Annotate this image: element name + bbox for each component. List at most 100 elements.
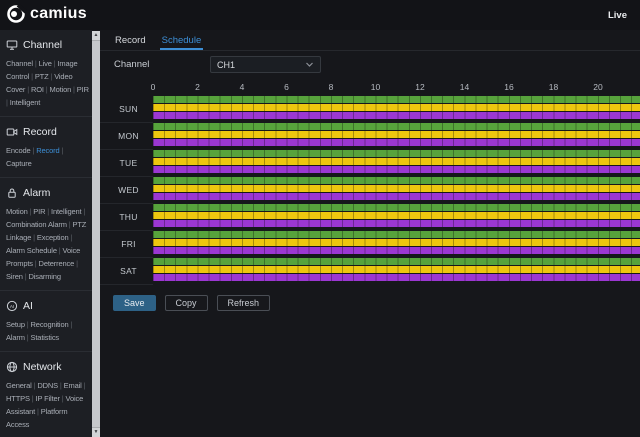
item-separator: | <box>6 98 10 107</box>
schedule-segment-green[interactable] <box>153 177 640 184</box>
schedule-bar-green[interactable] <box>153 123 640 130</box>
schedule-bar-green[interactable] <box>153 150 640 157</box>
sidebar-link-pir[interactable]: PIR <box>76 85 89 94</box>
sidebar-link-deterrence[interactable]: Deterrence <box>38 259 75 268</box>
sidebar-section-alarm: Alarm Motion | PIR | Intelligent | Combin… <box>0 178 92 291</box>
schedule-bar-purple[interactable] <box>153 220 640 227</box>
schedule-bar-green[interactable] <box>153 231 640 238</box>
network-icon <box>6 361 18 373</box>
schedule-segment-yellow[interactable] <box>153 266 640 273</box>
sidebar-link-disarming[interactable]: Disarming <box>28 272 61 281</box>
schedule-segment-green[interactable] <box>153 96 640 103</box>
sidebar-section-header: Alarm <box>6 187 90 199</box>
schedule-segment-green[interactable] <box>153 150 640 157</box>
schedule-segment-purple[interactable] <box>153 193 640 200</box>
scrollbar-thumb[interactable] <box>92 40 100 428</box>
sidebar-link-alarm-schedule[interactable]: Alarm Schedule <box>6 246 57 255</box>
copy-button[interactable]: Copy <box>164 295 208 311</box>
schedule-bar-purple[interactable] <box>153 274 640 281</box>
item-separator: | <box>74 259 78 268</box>
schedule-bar-yellow[interactable] <box>153 185 640 192</box>
sidebar-link-ptz-linkage[interactable]: PTZ Linkage <box>6 220 87 242</box>
hour-tick-label: 18 <box>548 82 559 92</box>
sidebar-link-setup[interactable]: Setup <box>6 320 25 329</box>
schedule-segment-purple[interactable] <box>153 112 640 119</box>
schedule-bar-purple[interactable] <box>153 166 640 173</box>
sidebar-link-record[interactable]: Record <box>36 146 60 155</box>
sidebar-section-header: Record <box>6 126 90 138</box>
schedule-segment-purple[interactable] <box>153 166 640 173</box>
sidebar-link-channel[interactable]: Channel <box>6 59 33 68</box>
schedule-bar-purple[interactable] <box>153 247 640 254</box>
day-bars <box>153 258 640 285</box>
sidebar-link-motion[interactable]: Motion <box>49 85 72 94</box>
schedule-segment-green[interactable] <box>153 231 640 238</box>
schedule-bar-purple[interactable] <box>153 112 640 119</box>
nav-live-link[interactable]: Live <box>607 10 627 21</box>
sidebar-link-encode[interactable]: Encode <box>6 146 31 155</box>
item-separator: | <box>51 59 58 68</box>
schedule-bar-yellow[interactable] <box>153 104 640 111</box>
sidebar-link-pir[interactable]: PIR <box>33 207 46 216</box>
schedule-segment-green[interactable] <box>153 123 640 130</box>
schedule-bar-green[interactable] <box>153 204 640 211</box>
tab-schedule[interactable]: Schedule <box>159 30 204 50</box>
item-separator: | <box>66 220 73 229</box>
schedule-bar-yellow[interactable] <box>153 131 640 138</box>
schedule-bar-yellow[interactable] <box>153 212 640 219</box>
sidebar-link-alarm[interactable]: Alarm <box>6 333 25 342</box>
schedule-segment-green[interactable] <box>153 258 640 265</box>
schedule-segment-purple[interactable] <box>153 220 640 227</box>
refresh-button[interactable]: Refresh <box>216 295 271 311</box>
sidebar-link-general[interactable]: General <box>6 381 32 390</box>
sidebar-link-voice-assistant[interactable]: Voice Assistant <box>6 394 84 416</box>
schedule-bar-purple[interactable] <box>153 139 640 146</box>
sidebar-link-ptz[interactable]: PTZ <box>34 72 49 81</box>
sidebar-link-capture[interactable]: Capture <box>6 159 32 168</box>
schedule-bar-yellow[interactable] <box>153 239 640 246</box>
tab-record[interactable]: Record <box>115 34 146 46</box>
scrollbar-up-icon[interactable]: ▲ <box>92 31 100 40</box>
schedule-segment-yellow[interactable] <box>153 104 640 111</box>
schedule-bar-green[interactable] <box>153 96 640 103</box>
schedule-segment-yellow[interactable] <box>153 212 640 219</box>
sidebar-link-motion[interactable]: Motion <box>6 207 28 216</box>
item-separator: | <box>32 259 39 268</box>
sidebar-link-intelligent[interactable]: Intelligent <box>51 207 82 216</box>
schedule-segment-yellow[interactable] <box>153 131 640 138</box>
scrollbar-down-icon[interactable]: ▼ <box>92 428 100 437</box>
schedule-segment-purple[interactable] <box>153 139 640 146</box>
sidebar-link-intelligent[interactable]: Intelligent <box>9 98 41 107</box>
sidebar-link-platform-access[interactable]: Platform Access <box>6 407 68 429</box>
sidebar-link-image-control[interactable]: Image Control <box>6 59 78 81</box>
channel-select[interactable]: CH1 <box>210 56 321 73</box>
day-label: TUE <box>100 150 153 177</box>
sidebar-link-recognition[interactable]: Recognition <box>30 320 69 329</box>
schedule-bar-yellow[interactable] <box>153 266 640 273</box>
schedule-bar-purple[interactable] <box>153 193 640 200</box>
sidebar-link-ddns[interactable]: DDNS <box>37 381 58 390</box>
schedule-segment-yellow[interactable] <box>153 158 640 165</box>
sidebar-link-exception[interactable]: Exception <box>36 233 69 242</box>
sidebar-link-voice-prompts[interactable]: Voice Prompts <box>6 246 81 268</box>
svg-text:AI: AI <box>10 304 14 309</box>
sidebar-link-video-cover[interactable]: Video Cover <box>6 72 73 94</box>
sidebar-link-siren[interactable]: Siren <box>6 272 23 281</box>
sidebar-link-combination-alarm[interactable]: Combination Alarm <box>6 220 67 229</box>
save-button[interactable]: Save <box>113 295 156 311</box>
sidebar-link-ip-filter[interactable]: IP Filter <box>35 394 61 403</box>
sidebar-scrollbar[interactable]: ▲ ▼ <box>92 31 100 437</box>
schedule-segment-purple[interactable] <box>153 247 640 254</box>
schedule-segment-yellow[interactable] <box>153 185 640 192</box>
schedule-bar-green[interactable] <box>153 258 640 265</box>
sidebar-link-live[interactable]: Live <box>38 59 52 68</box>
schedule-bar-green[interactable] <box>153 177 640 184</box>
schedule-bar-yellow[interactable] <box>153 158 640 165</box>
schedule-segment-green[interactable] <box>153 204 640 211</box>
sidebar-link-roi[interactable]: ROI <box>30 85 44 94</box>
sidebar-link-statistics[interactable]: Statistics <box>30 333 60 342</box>
schedule-segment-yellow[interactable] <box>153 239 640 246</box>
sidebar-link-https[interactable]: HTTPS <box>6 394 30 403</box>
sidebar-link-email[interactable]: Email <box>63 381 82 390</box>
schedule-segment-purple[interactable] <box>153 274 640 281</box>
